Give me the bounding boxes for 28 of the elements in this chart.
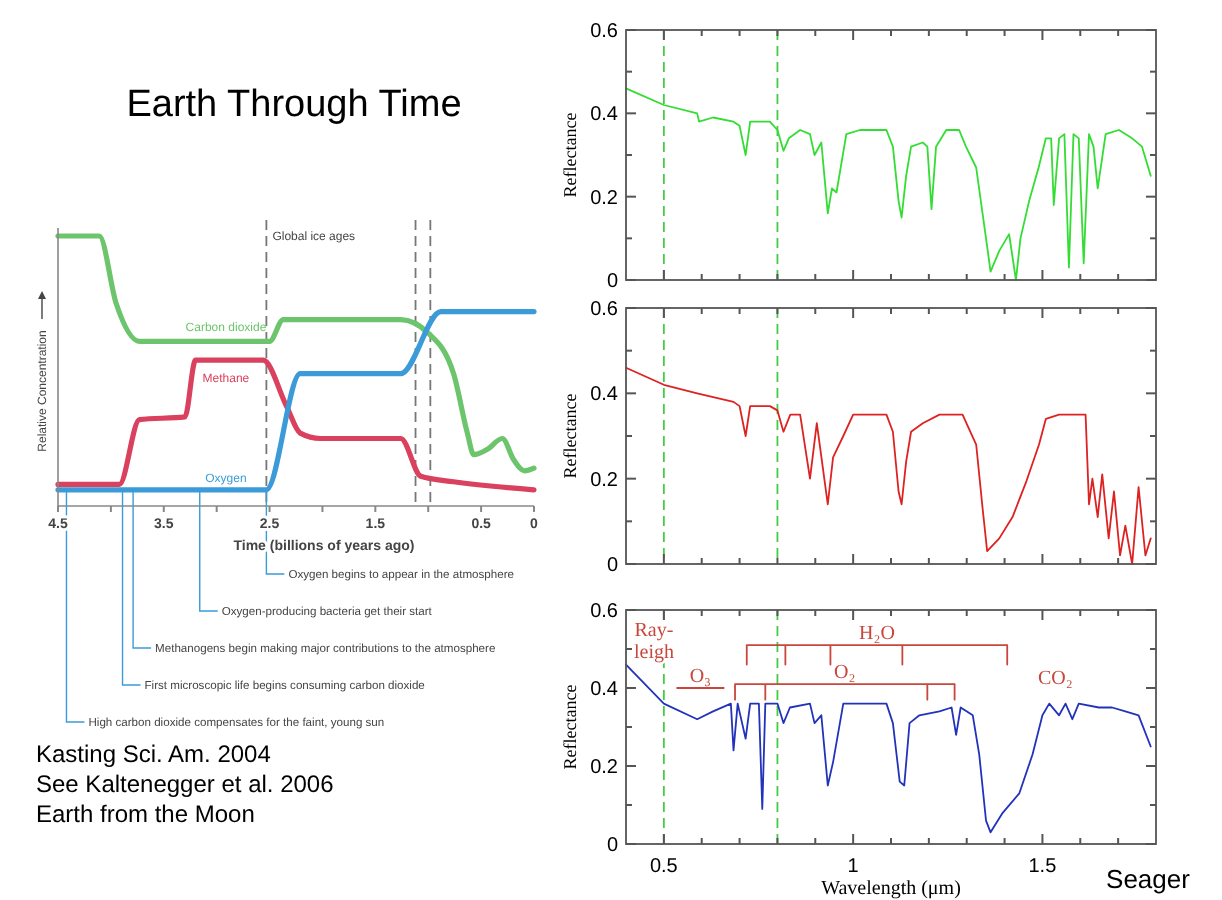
y-tick-label: 0 bbox=[606, 835, 619, 857]
y-tick-label: 0.6 bbox=[590, 21, 619, 43]
y-axis-title: Reflectance bbox=[560, 684, 580, 770]
text: Earth from the Moon bbox=[36, 800, 255, 828]
y-tick-label: 0.4 bbox=[590, 384, 619, 407]
series-label: H₂O bbox=[859, 623, 895, 646]
y-tick-label: 0 bbox=[606, 271, 619, 293]
text: Seager bbox=[1106, 864, 1192, 894]
y-tick-label: 0.6 bbox=[590, 299, 619, 321]
text: Kasting Sci. Am. 2004 bbox=[36, 740, 272, 768]
x-tick-label: 1 bbox=[847, 856, 860, 878]
y-tick-label: 0.6 bbox=[590, 601, 619, 623]
series-label: O₂ bbox=[834, 662, 856, 685]
annotation: CO₂ bbox=[1037, 668, 1073, 690]
y-tick-label: 0.4 bbox=[590, 104, 619, 127]
y-tick-label: 0.4 bbox=[590, 679, 619, 701]
x-tick-label: 1.5 bbox=[1028, 856, 1058, 878]
y-tick-label: 0.2 bbox=[590, 469, 619, 492]
x-tick-label: 0.5 bbox=[649, 856, 679, 878]
y-tick-label: 0.2 bbox=[590, 757, 619, 779]
chart-title: Earth Through Time bbox=[126, 84, 462, 126]
y-axis-title: Reflectance bbox=[560, 393, 580, 479]
y-tick-label: 0.2 bbox=[590, 187, 619, 210]
y-axis-title: Reflectance bbox=[560, 112, 580, 198]
series-label: O₃ bbox=[689, 666, 712, 688]
y-tick-label: 0 bbox=[606, 555, 619, 577]
text: See Kaltenegger et al. 2006 bbox=[36, 770, 335, 798]
x-axis-title: Wavelength (μm) bbox=[821, 878, 961, 900]
